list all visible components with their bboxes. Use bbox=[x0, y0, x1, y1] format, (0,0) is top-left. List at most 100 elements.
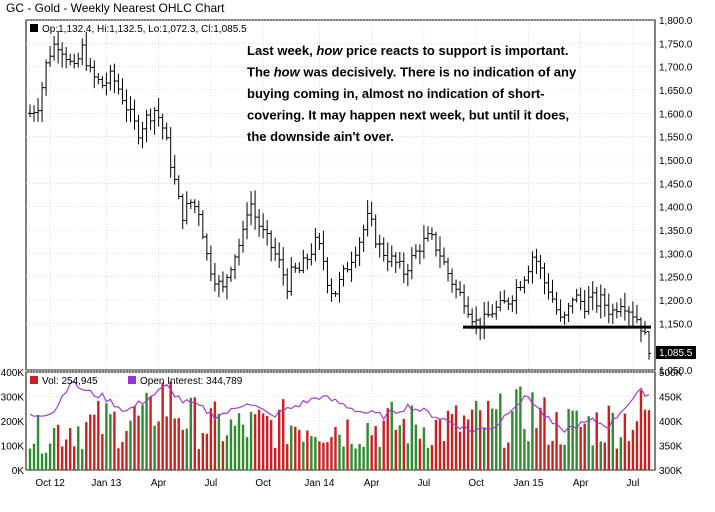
ohlc-bar bbox=[490, 304, 495, 318]
ohlc-bar bbox=[337, 271, 342, 303]
ohlc-bar bbox=[96, 73, 101, 85]
volume-bar bbox=[575, 410, 578, 470]
volume-bar bbox=[205, 433, 209, 470]
time-tick-label: Jan 14 bbox=[304, 478, 334, 489]
ohlc-bar bbox=[172, 154, 177, 185]
ohlc-bar bbox=[566, 302, 571, 323]
ohlc-bar bbox=[538, 254, 543, 279]
ohlc-bars bbox=[28, 30, 651, 360]
volume-bar bbox=[491, 408, 494, 470]
open-interest-line bbox=[29, 380, 650, 434]
ohlc-bar bbox=[385, 242, 390, 272]
volume-bar bbox=[125, 430, 128, 470]
volume-bar bbox=[571, 410, 574, 470]
ohlc-bar bbox=[249, 191, 254, 226]
volume-bar bbox=[257, 409, 261, 470]
price-axis: 1,800.0 1,750.0 1,700.0 1,650.0 1,600.0 1,550… bbox=[659, 16, 693, 377]
commentary-segment: was decisively. There is no indication o… bbox=[300, 65, 577, 80]
volume-bar bbox=[137, 415, 140, 470]
ohlc-bar bbox=[164, 122, 169, 141]
volume-bar bbox=[511, 411, 514, 470]
volume-bar bbox=[273, 447, 277, 470]
volume-bar bbox=[362, 446, 365, 470]
ohlc-bar bbox=[309, 243, 314, 266]
volume-bar bbox=[386, 408, 389, 470]
volume-bar bbox=[44, 452, 48, 470]
ohlc-bar bbox=[381, 237, 386, 262]
volume-bar bbox=[422, 427, 426, 470]
volume-axis: 0K 100K 200K 300K 400K bbox=[1, 368, 25, 477]
volume-bar bbox=[547, 444, 550, 470]
ohlc-bar bbox=[48, 46, 53, 67]
ohlc-bar bbox=[502, 289, 507, 304]
volume-bar bbox=[595, 412, 598, 470]
volume-bar bbox=[378, 446, 381, 470]
ohlc-bar bbox=[446, 257, 451, 282]
volume-bar bbox=[567, 409, 570, 470]
volume-bar bbox=[249, 411, 253, 470]
ohlc-bar bbox=[196, 200, 201, 227]
ohlc-bar bbox=[212, 262, 217, 292]
ohlc-bar bbox=[285, 268, 290, 300]
volume-bar bbox=[278, 409, 281, 470]
commentary-text: Last week, how price reacts to support i… bbox=[247, 43, 577, 144]
ohlc-bar bbox=[361, 224, 366, 252]
ohlc-bar bbox=[245, 202, 250, 240]
volume-bar bbox=[406, 443, 410, 470]
volume-bar bbox=[60, 446, 64, 470]
price-tick-label: 1,250.0 bbox=[659, 273, 693, 284]
volume-bar bbox=[185, 428, 188, 470]
volume-bar bbox=[559, 444, 562, 470]
price-legend-label: Op:1,132.4, Hi:1,132.5, Lo:1,072.3, Cl:1… bbox=[42, 24, 247, 35]
volume-bar bbox=[294, 426, 297, 470]
ohlc-bar bbox=[602, 288, 607, 317]
ohlc-bar bbox=[305, 253, 310, 270]
ohlc-bar bbox=[168, 127, 173, 178]
ohlc-bar bbox=[40, 82, 45, 123]
ohlc-bar bbox=[433, 231, 438, 257]
volume-bar bbox=[326, 442, 329, 470]
volume-bar bbox=[374, 425, 377, 470]
volume-bar bbox=[434, 419, 438, 470]
ohlc-bar bbox=[510, 295, 515, 313]
ohlc-bar bbox=[578, 287, 583, 311]
volume-bar bbox=[390, 401, 393, 470]
ohlc-bar bbox=[104, 72, 109, 96]
ohlc-bar bbox=[253, 190, 258, 230]
price-tick-label: 1,300.0 bbox=[659, 249, 693, 260]
volume-bar bbox=[213, 401, 217, 470]
volume-bar bbox=[398, 425, 401, 470]
ohlc-bar bbox=[630, 301, 635, 327]
ohlc-bar bbox=[144, 109, 149, 143]
ohlc-bar bbox=[329, 278, 334, 302]
volume-bar bbox=[93, 414, 96, 470]
oi-tick-label: 500K bbox=[659, 368, 683, 379]
ohlc-bar bbox=[498, 291, 503, 312]
volume-bar bbox=[611, 412, 615, 470]
commentary-segment: price reacts to support is important. bbox=[342, 43, 568, 58]
ohlc-bar bbox=[152, 107, 157, 135]
ohlc-bar bbox=[100, 76, 105, 89]
ohlc-bar bbox=[518, 280, 523, 291]
volume-bar bbox=[201, 433, 205, 470]
price-tick-label: 1,200.0 bbox=[659, 296, 693, 307]
ohlc-bar bbox=[224, 274, 229, 300]
ohlc-bar bbox=[208, 245, 213, 282]
ohlc-bar bbox=[542, 262, 547, 295]
ohlc-bar bbox=[269, 230, 274, 262]
time-tick-label: Jul bbox=[418, 478, 431, 489]
ohlc-bar bbox=[301, 249, 306, 274]
volume-bar bbox=[470, 409, 474, 470]
volume-bar bbox=[145, 392, 148, 470]
ohlc-bar bbox=[634, 304, 639, 324]
ohlc-bar bbox=[466, 296, 471, 318]
ohlc-bar bbox=[84, 31, 89, 71]
ohlc-bar bbox=[200, 210, 205, 240]
ohlc-bar bbox=[76, 52, 81, 68]
volume-bar bbox=[639, 390, 643, 470]
ohlc-bar bbox=[558, 299, 563, 322]
volume-bar bbox=[265, 415, 269, 470]
ohlc-bar bbox=[72, 53, 77, 69]
last-price-label: 1,085.5 bbox=[659, 348, 693, 359]
price-tick-label: 1,700.0 bbox=[659, 63, 693, 74]
